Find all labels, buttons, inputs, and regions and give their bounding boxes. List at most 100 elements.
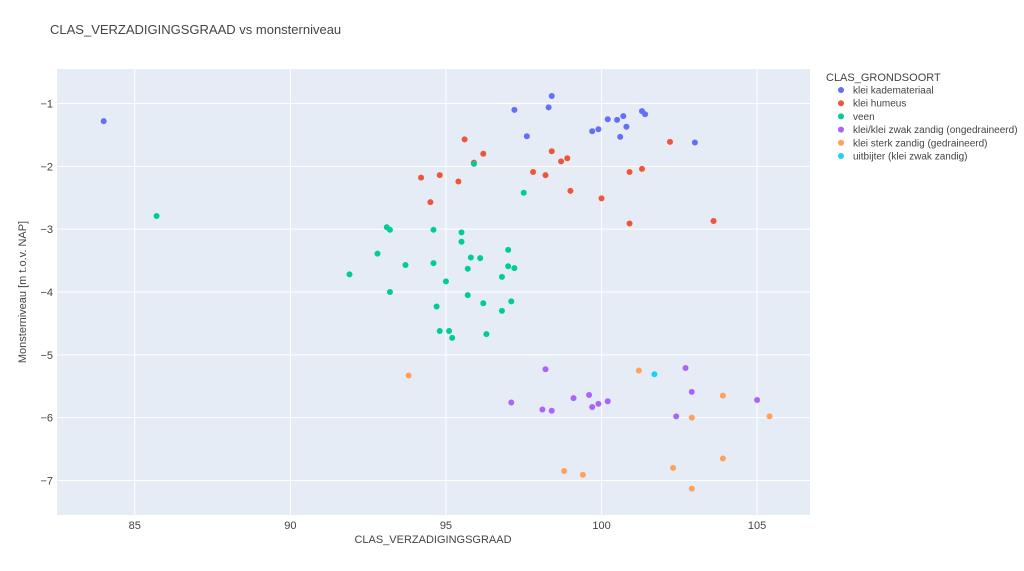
grid-lines	[57, 69, 810, 515]
legend-item[interactable]: klei kademateriaal	[838, 86, 934, 97]
data-point	[433, 303, 440, 310]
data-point	[766, 413, 773, 420]
legend-label: klei/klei zwak zandig (ongedraineerd)	[853, 125, 1018, 136]
data-point	[558, 158, 565, 165]
legend-item[interactable]: klei/klei zwak zandig (ongedraineerd)	[838, 125, 1018, 136]
x-tick-label: 85	[129, 520, 141, 532]
data-point	[436, 327, 443, 334]
x-tick-label: 90	[284, 520, 296, 532]
data-point	[598, 195, 605, 202]
data-point	[442, 278, 449, 285]
y-tick-label: −4	[40, 287, 53, 299]
data-point	[520, 189, 527, 196]
y-tick-label: −3	[40, 224, 53, 236]
data-point	[418, 174, 425, 181]
data-point	[374, 250, 381, 257]
data-point	[405, 372, 412, 379]
data-point	[464, 292, 471, 299]
x-axis-ticks: 85 90 95 100 105	[129, 520, 767, 532]
data-point	[461, 136, 468, 143]
data-point	[346, 271, 353, 278]
data-point	[754, 397, 761, 404]
legend-item[interactable]: klei humeus	[838, 99, 906, 110]
legend-marker	[838, 126, 844, 133]
data-point	[386, 226, 393, 233]
data-point	[427, 199, 434, 206]
legend-item[interactable]: veen	[838, 112, 875, 123]
data-point	[604, 398, 611, 405]
data-point	[586, 392, 593, 399]
data-point	[498, 307, 505, 314]
data-point	[530, 169, 537, 176]
data-point	[614, 116, 621, 123]
data-point	[467, 254, 474, 261]
data-point	[623, 123, 630, 130]
legend: CLAS_GRONDSOORT klei kademateriaal klei h…	[826, 72, 1018, 163]
legend-label: klei kademateriaal	[853, 86, 934, 97]
data-point	[564, 155, 571, 162]
data-point	[539, 406, 546, 413]
data-point	[682, 365, 689, 372]
data-points	[100, 93, 773, 492]
data-point	[508, 399, 515, 406]
data-point	[470, 160, 477, 167]
legend-title: CLAS_GRONDSOORT	[826, 72, 941, 84]
data-point	[635, 367, 642, 374]
data-point	[542, 172, 549, 179]
legend-marker	[838, 100, 844, 107]
data-point	[483, 331, 490, 338]
data-point	[477, 255, 484, 262]
y-tick-label: −5	[40, 350, 53, 362]
y-axis-label: Monsterniveau [m t.o.v. NAP]	[17, 221, 29, 363]
data-point	[719, 392, 726, 399]
data-point	[511, 106, 518, 113]
data-point	[620, 113, 627, 120]
data-point	[710, 218, 717, 225]
legend-marker	[838, 87, 844, 93]
series-2	[153, 160, 527, 341]
data-point	[386, 289, 393, 295]
data-point	[153, 212, 160, 219]
data-point	[498, 273, 505, 280]
data-point	[595, 400, 602, 407]
data-point	[561, 468, 568, 475]
data-point	[626, 220, 633, 227]
series-4	[405, 367, 773, 492]
x-tick-label: 105	[748, 520, 766, 532]
data-point	[570, 395, 577, 402]
data-point	[542, 366, 549, 373]
legend-item[interactable]: klei sterk zandig (gedraineerd)	[838, 138, 988, 149]
data-point	[100, 118, 107, 125]
data-point	[548, 407, 555, 414]
data-point	[688, 485, 695, 492]
data-point	[719, 455, 726, 462]
data-point	[651, 371, 658, 378]
series-3	[508, 365, 761, 420]
data-point	[505, 263, 512, 270]
data-point	[589, 128, 596, 135]
chart-title: CLAS_VERZADIGINGSGRAAD vs monsterniveau	[50, 22, 341, 37]
data-point	[446, 327, 453, 334]
data-point	[604, 116, 611, 123]
data-point	[673, 413, 680, 420]
data-point	[589, 403, 596, 410]
data-point	[666, 138, 673, 145]
data-point	[436, 172, 443, 179]
legend-marker	[838, 113, 844, 120]
data-point	[545, 104, 552, 111]
data-point	[617, 133, 624, 140]
data-point	[480, 150, 487, 157]
data-point	[642, 111, 649, 118]
legend-label: uitbijter (klei zwak zandig)	[853, 152, 968, 163]
data-point	[402, 261, 409, 268]
data-point	[688, 388, 695, 395]
legend-item[interactable]: uitbijter (klei zwak zandig)	[838, 152, 968, 163]
data-point	[670, 464, 677, 471]
data-point	[579, 471, 586, 478]
data-point	[548, 93, 555, 100]
data-point	[480, 300, 487, 307]
y-tick-label: −7	[40, 475, 53, 487]
y-tick-label: −2	[40, 161, 53, 173]
data-point	[638, 165, 645, 172]
